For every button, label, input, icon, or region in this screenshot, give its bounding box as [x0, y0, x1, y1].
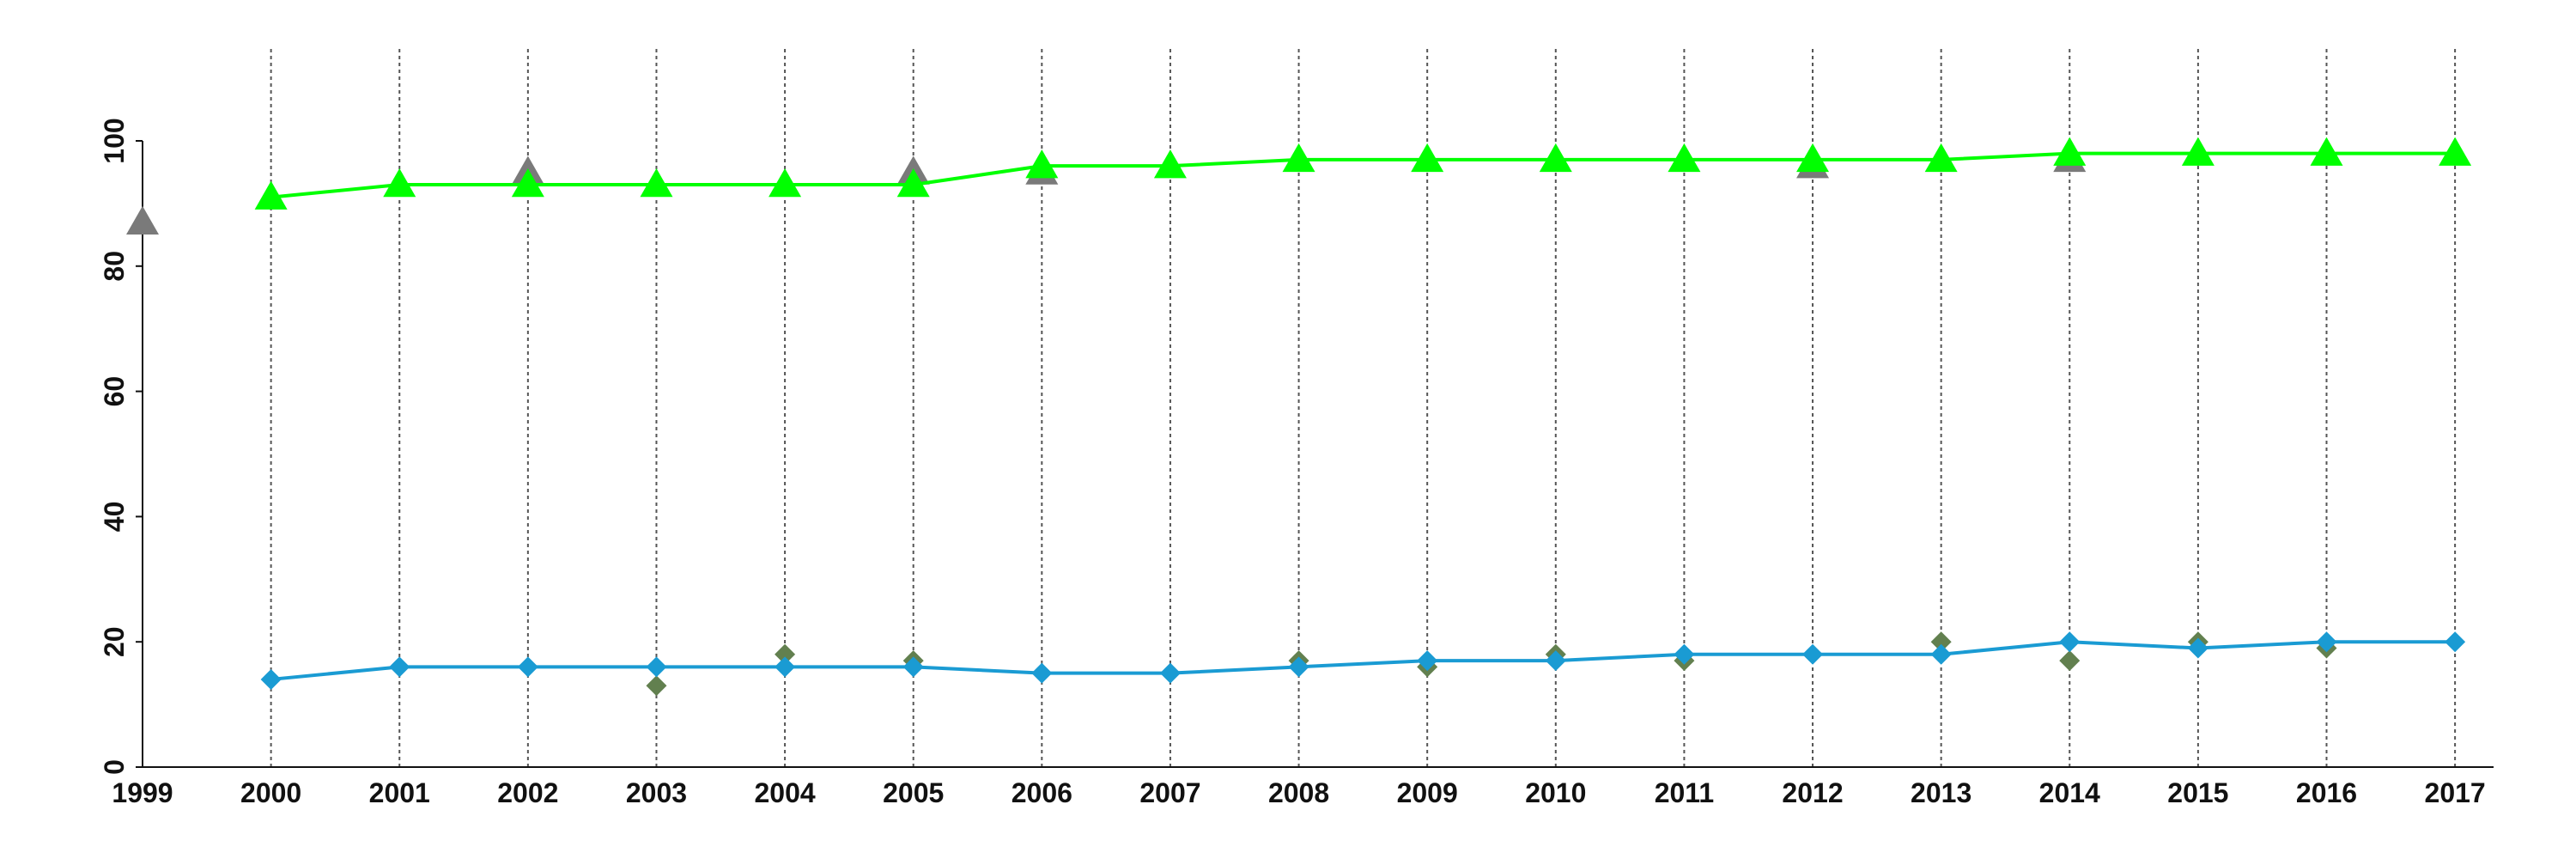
x-tick-label: 2005 [883, 777, 944, 808]
diamond-marker [1674, 643, 1695, 665]
diamond-marker [389, 656, 410, 678]
triangle-marker [769, 168, 802, 198]
triangle-marker [1282, 143, 1315, 173]
triangle-marker [511, 168, 544, 198]
triangle-marker [1025, 149, 1059, 179]
triangle-marker [2181, 137, 2215, 166]
diamond-marker [1288, 656, 1309, 678]
y-tick-label: 0 [99, 759, 130, 775]
x-tick-label: 2006 [1012, 777, 1072, 808]
diamond-marker [902, 656, 924, 678]
triangle-marker [2310, 137, 2343, 166]
x-tick-label: 2002 [497, 777, 558, 808]
y-tick-label: 40 [99, 502, 130, 533]
diamond-marker [1930, 643, 1952, 665]
diamond-marker [2059, 650, 2081, 672]
x-tick-label: 1999 [112, 777, 173, 808]
series-line [270, 151, 2456, 199]
triangle-marker [1924, 143, 1958, 173]
triangle-marker [126, 205, 159, 235]
x-tick-label: 2003 [626, 777, 687, 808]
x-tick-label: 2012 [1782, 777, 1843, 808]
y-tick-label: 100 [99, 118, 130, 163]
diamond-marker [2059, 631, 2081, 653]
diamond-marker [775, 656, 796, 678]
diamond-marker [646, 656, 667, 678]
diamond-marker [1802, 643, 1824, 665]
x-tick-label: 2008 [1268, 777, 1329, 808]
diamond-marker [646, 675, 667, 697]
x-tick-label: 2001 [369, 777, 430, 808]
triangle-marker [2053, 137, 2087, 166]
x-tick-label: 2016 [2296, 777, 2357, 808]
diamond-marker [260, 668, 282, 690]
y-tick-label: 20 [99, 626, 130, 657]
x-tick-label: 2004 [754, 777, 815, 808]
diamond-marker [2316, 631, 2337, 653]
triangle-marker [640, 168, 673, 198]
triangle-marker [1153, 149, 1187, 179]
triangle-marker [1668, 143, 1701, 173]
diamond-marker [517, 656, 538, 678]
x-tick-label: 2011 [1655, 777, 1714, 808]
triangle-marker [1539, 143, 1572, 173]
x-tick-label: 2007 [1139, 777, 1200, 808]
triangle-marker [2439, 137, 2472, 166]
diamond-marker [775, 643, 796, 665]
x-tick-label: 2015 [2167, 777, 2228, 808]
x-tick-label: 2000 [240, 777, 301, 808]
diamond-marker [1930, 631, 1952, 653]
triangle-marker [254, 180, 288, 210]
diamond-marker [2187, 637, 2208, 659]
diamond-marker [1417, 650, 1438, 672]
x-tick-label: 2014 [2039, 777, 2100, 808]
y-tick-label: 60 [99, 376, 130, 407]
series-line [270, 640, 2456, 681]
x-tick-label: 2010 [1525, 777, 1586, 808]
x-tick-label: 2013 [1911, 777, 1971, 808]
diamond-marker [1545, 650, 1566, 672]
triangle-marker [383, 168, 416, 198]
diamond-marker [1159, 662, 1181, 684]
triangle-marker [896, 168, 930, 198]
x-tick-label: 2009 [1397, 777, 1458, 808]
triangle-marker [1796, 143, 1830, 173]
y-tick-label: 80 [99, 251, 130, 282]
diamond-marker [1031, 662, 1053, 684]
diamond-marker [2445, 631, 2466, 653]
triangle-marker [1411, 143, 1444, 173]
x-tick-label: 2017 [2425, 777, 2486, 808]
